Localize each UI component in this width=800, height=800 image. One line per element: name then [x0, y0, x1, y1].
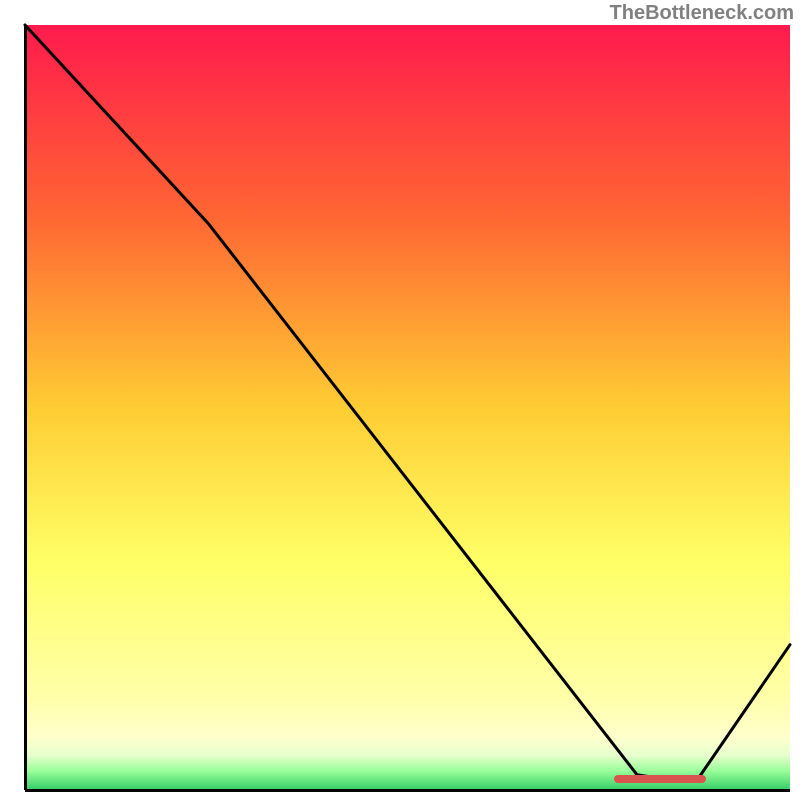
bottleneck-region-marker — [614, 775, 706, 783]
watermark-text: TheBottleneck.com — [610, 2, 794, 25]
y-axis — [24, 25, 27, 790]
chart-container: { "watermark": { "text": "TheBottleneck.… — [0, 0, 800, 800]
bottleneck-curve — [0, 0, 800, 800]
x-axis — [25, 789, 790, 792]
